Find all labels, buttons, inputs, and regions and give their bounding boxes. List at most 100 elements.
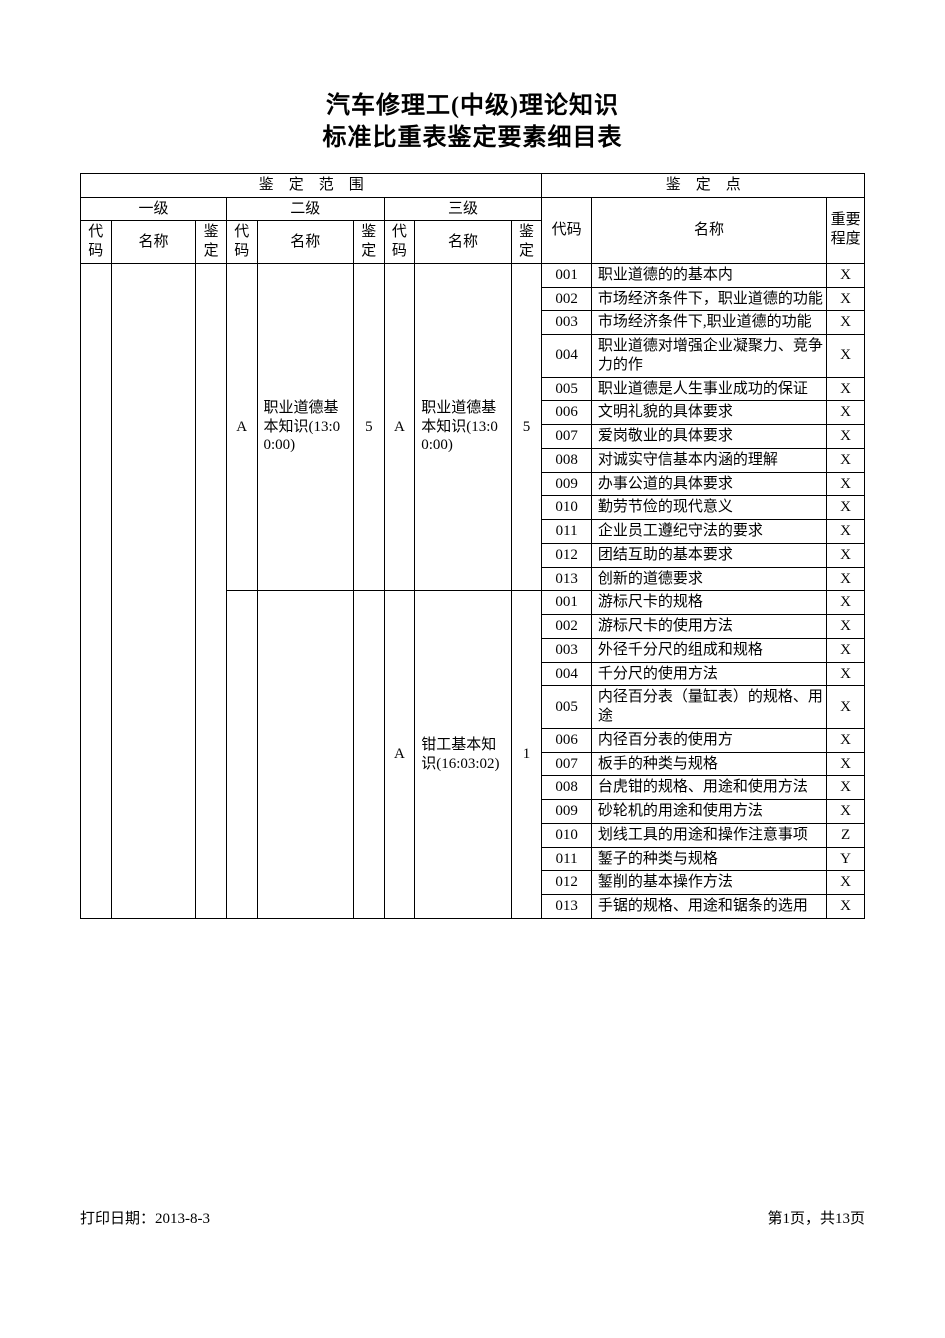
point-name: 职业道德是人生事业成功的保证: [591, 377, 826, 401]
point-name: 团结互助的基本要求: [591, 543, 826, 567]
point-code: 006: [542, 728, 591, 752]
point-code: 011: [542, 520, 591, 544]
point-grade: X: [827, 335, 865, 378]
point-name: 勤劳节俭的现代意义: [591, 496, 826, 520]
point-code: 003: [542, 638, 591, 662]
header-l1-name: 名称: [111, 221, 196, 264]
point-grade: X: [827, 377, 865, 401]
point-code: 005: [542, 686, 591, 729]
point-name: 内径百分表的使用方: [591, 728, 826, 752]
header-l3-jd: 鉴定: [511, 221, 542, 264]
header-l3-code: 代码: [384, 221, 415, 264]
point-code: 001: [542, 591, 591, 615]
point-grade: X: [827, 638, 865, 662]
header-level2: 二级: [226, 197, 384, 221]
point-name: 市场经济条件下,职业道德的功能: [591, 311, 826, 335]
point-grade: X: [827, 752, 865, 776]
point-grade: X: [827, 263, 865, 287]
header-l1-code: 代码: [81, 221, 112, 264]
point-code: 013: [542, 567, 591, 591]
point-name: 手锯的规格、用途和锯条的选用: [591, 895, 826, 919]
point-code: 002: [542, 287, 591, 311]
point-name: 爱岗敬业的具体要求: [591, 425, 826, 449]
point-name: 游标尺卡的使用方法: [591, 615, 826, 639]
point-code: 005: [542, 377, 591, 401]
l1-name-cell: [111, 263, 196, 918]
l3-name-cell: 钳工基本知识(16:03:02): [415, 591, 512, 919]
point-grade: X: [827, 567, 865, 591]
point-grade: X: [827, 472, 865, 496]
point-name: 砂轮机的用途和使用方法: [591, 800, 826, 824]
title-line-2: 标准比重表鉴定要素细目表: [80, 122, 865, 154]
page-footer: 打印日期：2013-8-3 第1页，共13页: [80, 1207, 865, 1228]
point-name: 游标尺卡的规格: [591, 591, 826, 615]
point-grade: X: [827, 425, 865, 449]
point-code: 001: [542, 263, 591, 287]
point-code: 003: [542, 311, 591, 335]
point-code: 002: [542, 615, 591, 639]
point-code: 004: [542, 335, 591, 378]
point-grade: Z: [827, 823, 865, 847]
table-body: A 职业道德基本知识(13:00:00) 5 A 职业道德基本知识(13:00:…: [81, 263, 865, 918]
l2-name-cell: [257, 591, 354, 919]
point-grade: X: [827, 800, 865, 824]
point-name: 板手的种类与规格: [591, 752, 826, 776]
l3-code-cell: A: [384, 591, 415, 919]
point-code: 011: [542, 847, 591, 871]
point-code: 007: [542, 752, 591, 776]
l2-code-cell: A: [226, 263, 257, 591]
l1-code-cell: [81, 263, 112, 918]
point-name: 外径千分尺的组成和规格: [591, 638, 826, 662]
point-grade: X: [827, 871, 865, 895]
point-code: 012: [542, 543, 591, 567]
page: 汽车修理工(中级)理论知识 标准比重表鉴定要素细目表 鉴 定 范 围 鉴 定 点…: [0, 0, 945, 1338]
table-row: A 职业道德基本知识(13:00:00) 5 A 职业道德基本知识(13:00:…: [81, 263, 865, 287]
point-code: 009: [542, 800, 591, 824]
point-grade: X: [827, 895, 865, 919]
header-l2-jd: 鉴定: [354, 221, 385, 264]
point-grade: X: [827, 662, 865, 686]
point-code: 012: [542, 871, 591, 895]
l3-jd-cell: 5: [511, 263, 542, 591]
l2-code-cell: [226, 591, 257, 919]
point-grade: X: [827, 686, 865, 729]
point-grade: Y: [827, 847, 865, 871]
header-l2-code: 代码: [226, 221, 257, 264]
assessment-table: 鉴 定 范 围 鉴 定 点 一级 二级 三级 代码 名称 重要程度 代码 名称 …: [80, 173, 865, 919]
point-name: 创新的道德要求: [591, 567, 826, 591]
title-line-1: 汽车修理工(中级)理论知识: [80, 90, 865, 122]
point-grade: X: [827, 401, 865, 425]
table-header: 鉴 定 范 围 鉴 定 点 一级 二级 三级 代码 名称 重要程度 代码 名称 …: [81, 173, 865, 263]
point-name: 市场经济条件下，职业道德的功能: [591, 287, 826, 311]
document-title: 汽车修理工(中级)理论知识 标准比重表鉴定要素细目表: [80, 90, 865, 155]
point-grade: X: [827, 728, 865, 752]
point-grade: X: [827, 520, 865, 544]
point-grade: X: [827, 287, 865, 311]
point-code: 010: [542, 823, 591, 847]
l2-jd-cell: [354, 591, 385, 919]
point-name: 对诚实守信基本内涵的理解: [591, 448, 826, 472]
point-code: 008: [542, 448, 591, 472]
point-grade: X: [827, 448, 865, 472]
point-code: 007: [542, 425, 591, 449]
point-name: 内径百分表（量缸表）的规格、用途: [591, 686, 826, 729]
l2-jd-cell: 5: [354, 263, 385, 591]
l1-jd-cell: [196, 263, 227, 918]
point-code: 010: [542, 496, 591, 520]
point-code: 006: [542, 401, 591, 425]
header-point-code: 代码: [542, 197, 591, 263]
point-code: 008: [542, 776, 591, 800]
point-code: 009: [542, 472, 591, 496]
point-name: 台虎钳的规格、用途和使用方法: [591, 776, 826, 800]
point-grade: X: [827, 615, 865, 639]
point-name: 职业道德对增强企业凝聚力、竞争力的作: [591, 335, 826, 378]
point-code: 004: [542, 662, 591, 686]
page-number: 第1页，共13页: [767, 1207, 865, 1228]
point-code: 013: [542, 895, 591, 919]
header-point: 鉴 定 点: [542, 173, 865, 197]
point-grade: X: [827, 496, 865, 520]
l3-jd-cell: 1: [511, 591, 542, 919]
point-name: 千分尺的使用方法: [591, 662, 826, 686]
point-name: 办事公道的具体要求: [591, 472, 826, 496]
header-level3: 三级: [384, 197, 542, 221]
